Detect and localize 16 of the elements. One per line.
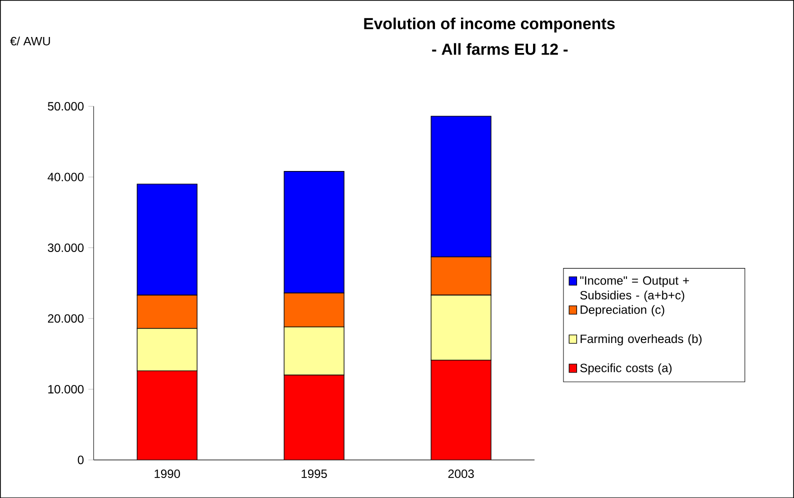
- x-tick-label: 2003: [448, 469, 474, 478]
- legend-label: Farming overheads (b): [580, 334, 702, 346]
- y-axis-title: €/ AWU: [10, 36, 50, 46]
- y-tick-label: 30.000: [48, 243, 84, 252]
- y-tick-label: 0: [78, 456, 84, 464]
- x-tick-label: 1990: [154, 469, 180, 478]
- y-tick-label: 10.000: [48, 384, 84, 394]
- chart-subtitle: - All farms EU 12 -: [432, 43, 568, 55]
- chart-title: Evolution of income components: [364, 17, 615, 32]
- y-tick-label: 50.000: [48, 102, 84, 110]
- x-tick-label: 1995: [302, 469, 327, 478]
- y-tick-label: 40.000: [48, 172, 84, 182]
- legend-label: Depreciation (c): [580, 304, 664, 316]
- legend-label: Specific costs (a): [580, 363, 672, 374]
- legend-label: "Income" = Output + Subsidies - (a+b+c): [580, 276, 689, 302]
- y-tick-label: 20.000: [48, 314, 84, 323]
